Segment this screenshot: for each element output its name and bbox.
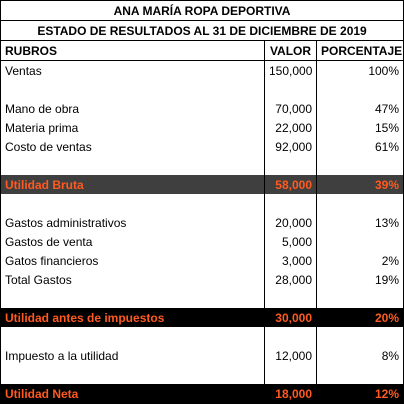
row-label: Gastos administrativos (0, 213, 265, 232)
row-mano-de-obra: Mano de obra 70,000 47% (0, 99, 404, 118)
row-valor: 28,000 (264, 270, 317, 289)
row-porcentaje: 100% (315, 60, 404, 80)
row-label: Utilidad antes de impuestos (0, 308, 265, 327)
company-name: ANA MARÍA ROPA DEPORTIVA (0, 0, 404, 21)
row-costo-de-ventas: Costo de ventas 92,000 61% (0, 137, 404, 156)
row-valor: 150,000 (264, 60, 317, 80)
statement-title: ESTADO DE RESULTADOS AL 31 DE DICIEMBRE … (0, 20, 404, 41)
empty-row (0, 194, 404, 213)
row-porcentaje: 15% (315, 118, 404, 137)
row-label: Utilidad Neta (0, 384, 265, 404)
row-label: Materia prima (0, 118, 265, 137)
column-header-row: RUBROS VALOR PORCENTAJE (0, 40, 404, 61)
row-valor: 3,000 (264, 251, 317, 270)
row-valor: 18,000 (264, 384, 317, 404)
row-utilidad-antes-de-impuestos: Utilidad antes de impuestos 30,000 20% (0, 308, 404, 327)
row-valor: 20,000 (264, 213, 317, 232)
header-valor: VALOR (264, 40, 317, 61)
empty-row (0, 80, 404, 99)
empty-row (0, 327, 404, 346)
row-utilidad-bruta: Utilidad Bruta 58,000 39% (0, 175, 404, 194)
row-porcentaje: 20% (315, 308, 404, 327)
row-ventas: Ventas 150,000 100% (0, 60, 404, 80)
row-valor: 92,000 (264, 137, 317, 156)
statement-title-row: ESTADO DE RESULTADOS AL 31 DE DICIEMBRE … (0, 20, 404, 41)
row-valor: 12,000 (264, 346, 317, 365)
row-label: Gastos de venta (0, 232, 265, 251)
row-valor: 30,000 (264, 308, 317, 327)
row-porcentaje: 13% (315, 213, 404, 232)
row-gastos-financieros: Gatos financieros 3,000 2% (0, 251, 404, 270)
row-label: Mano de obra (0, 99, 265, 118)
row-porcentaje: 39% (315, 175, 404, 194)
company-title-row: ANA MARÍA ROPA DEPORTIVA (0, 0, 404, 21)
row-porcentaje: 47% (315, 99, 404, 118)
empty-row (0, 156, 404, 175)
row-label: Impuesto a la utilidad (0, 346, 265, 365)
row-porcentaje: 8% (315, 346, 404, 365)
row-impuesto-a-la-utilidad: Impuesto a la utilidad 12,000 8% (0, 346, 404, 365)
row-label: Total Gastos (0, 270, 265, 289)
row-porcentaje: 2% (315, 251, 404, 270)
row-label: Ventas (0, 60, 265, 80)
row-total-gastos: Total Gastos 28,000 19% (0, 270, 404, 289)
empty-row (0, 365, 404, 384)
row-label: Costo de ventas (0, 137, 265, 156)
header-rubros: RUBROS (0, 40, 265, 61)
row-gastos-de-venta: Gastos de venta 5,000 (0, 232, 404, 251)
row-valor: 5,000 (264, 232, 317, 251)
row-label: Utilidad Bruta (0, 175, 265, 194)
row-gastos-administrativos: Gastos administrativos 20,000 13% (0, 213, 404, 232)
row-valor: 70,000 (264, 99, 317, 118)
row-label: Gatos financieros (0, 251, 265, 270)
row-valor: 58,000 (264, 175, 317, 194)
empty-row (0, 289, 404, 308)
row-valor: 22,000 (264, 118, 317, 137)
row-porcentaje: 61% (315, 137, 404, 156)
row-porcentaje: 19% (315, 270, 404, 289)
row-materia-prima: Materia prima 22,000 15% (0, 118, 404, 137)
row-porcentaje (315, 232, 404, 251)
header-porcentaje: PORCENTAJE (315, 40, 404, 61)
